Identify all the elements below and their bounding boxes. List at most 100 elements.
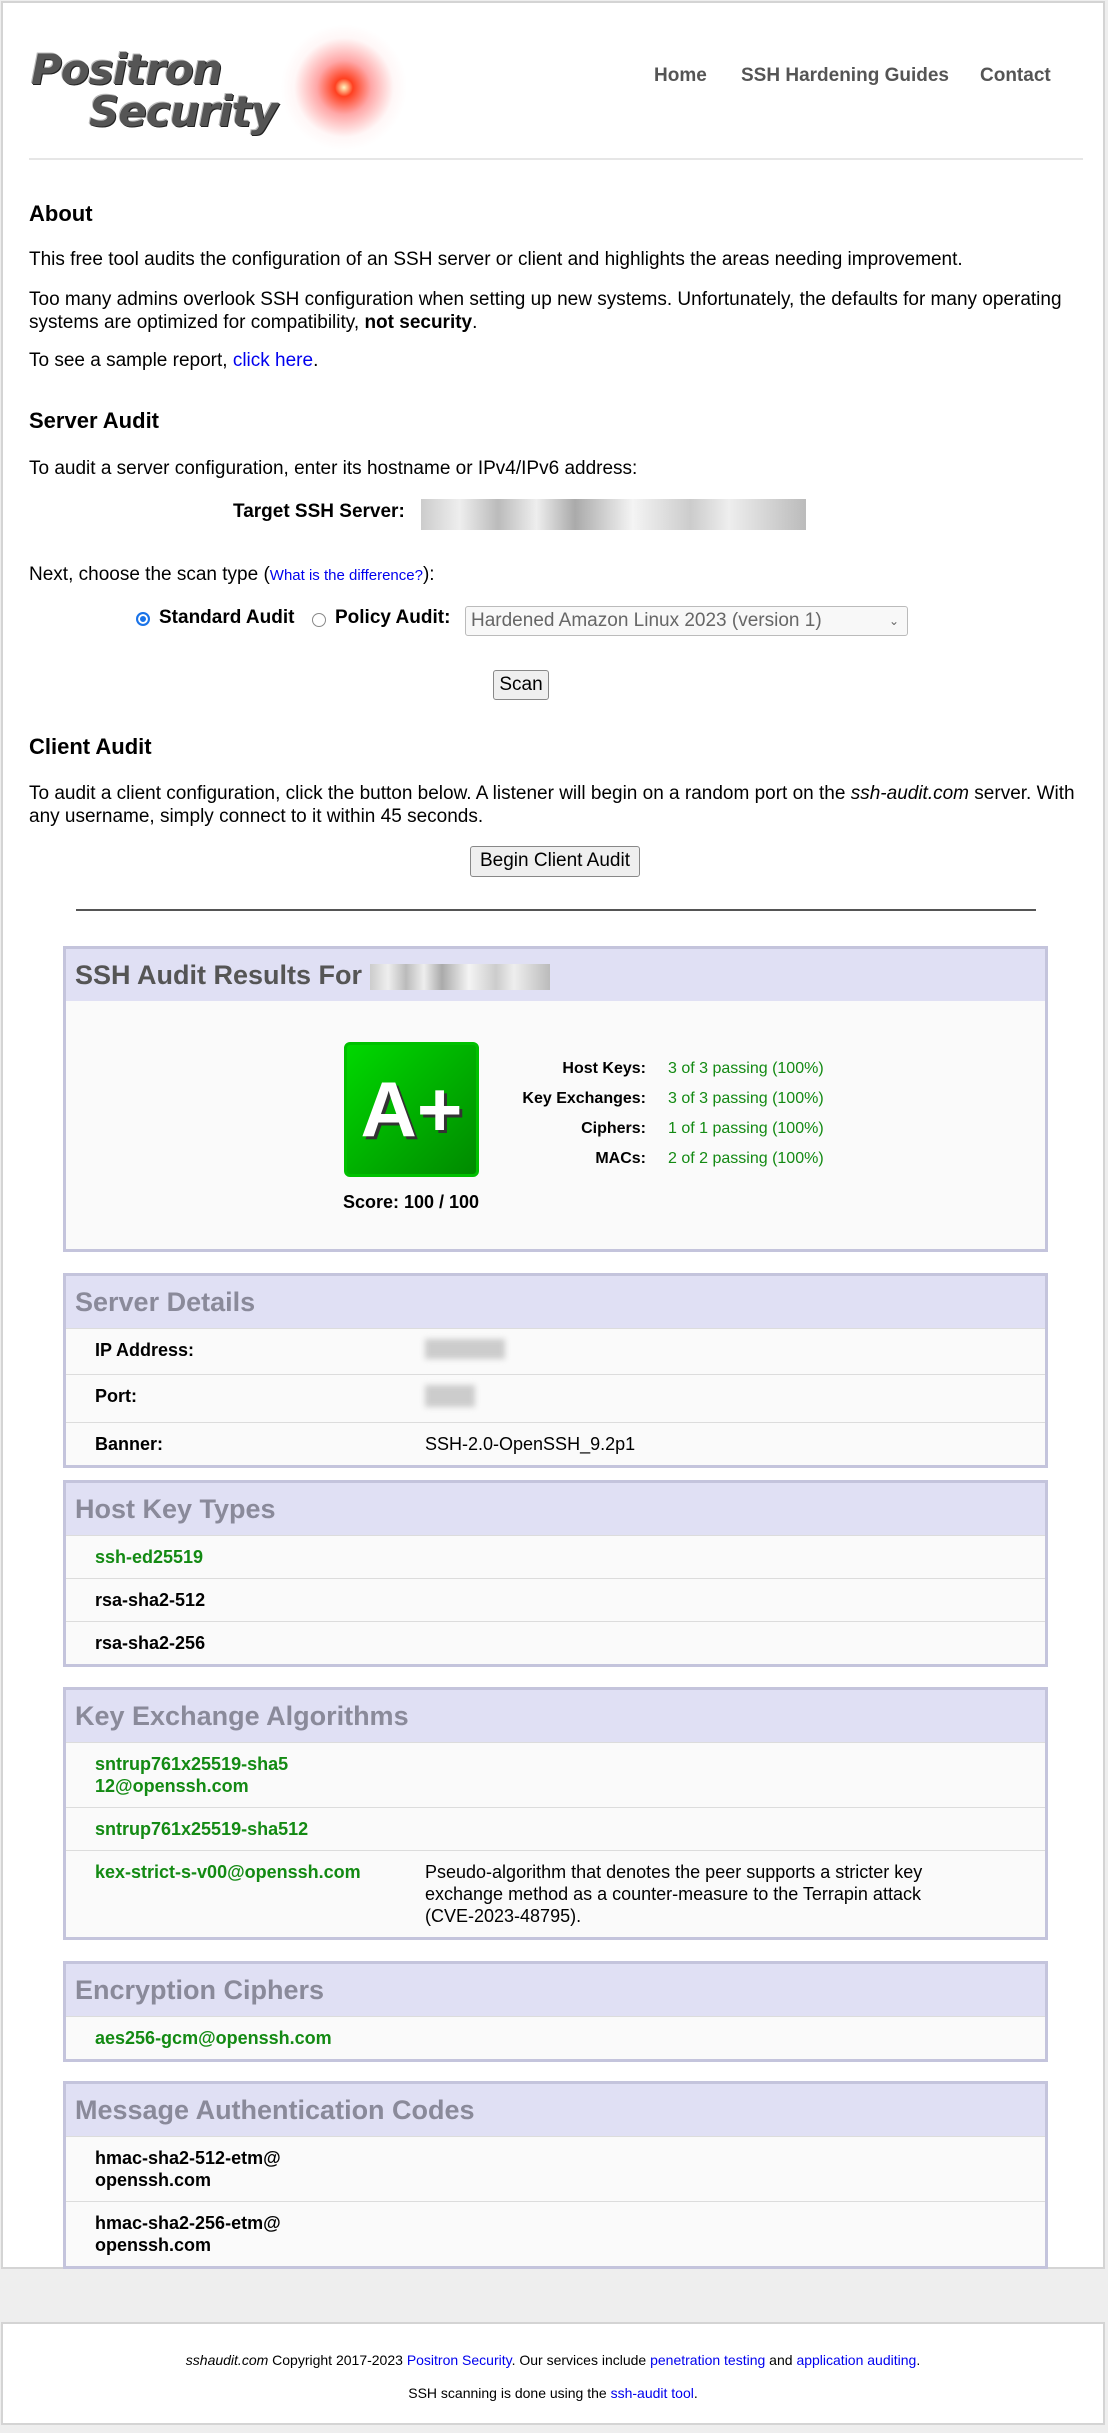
nav-contact[interactable]: Contact: [980, 65, 1051, 86]
stat-value: 3 of 3 passing (100%): [668, 1090, 824, 1107]
row-label: IP Address:: [95, 1340, 195, 1360]
results-panel: SSH Audit Results For A+ Score: 100 / 10…: [63, 946, 1048, 1252]
kex-header: Key Exchange Algorithms: [66, 1690, 1045, 1742]
table-row: rsa-sha2-256: [66, 1621, 1045, 1664]
stat-label: Host Keys:: [562, 1060, 646, 1077]
table-row: kex-strict-s-v00@openssh.com Pseudo-algor…: [66, 1850, 1045, 1937]
server-details-panel: Server Details IP Address: Port: Banner:…: [63, 1273, 1048, 1468]
about-p2: Too many admins overlook SSH configurati…: [29, 288, 1079, 334]
scan-type-label: Next, choose the scan type (: [29, 564, 270, 585]
results-title: SSH Audit Results For: [75, 960, 363, 990]
row-label: Banner:: [95, 1434, 164, 1454]
footer-line-1: sshaudit.com Copyright 2017-2023 Positro…: [3, 2352, 1103, 2368]
row-label: Port:: [95, 1386, 137, 1406]
nav-home[interactable]: Home: [654, 65, 707, 86]
footer-services: . Our services include: [511, 2352, 651, 2368]
stat-label: Key Exchanges:: [522, 1090, 646, 1107]
algorithm-name: sntrup761x25519-sha512@openssh.com: [95, 1754, 289, 1796]
chevron-down-icon: ⌄: [888, 614, 899, 628]
host-key-header: Host Key Types: [66, 1483, 1045, 1535]
penetration-testing-link[interactable]: penetration testing: [650, 2352, 766, 2368]
footer-site: sshaudit.com: [185, 2352, 269, 2368]
encryption-ciphers-panel: Encryption Ciphers aes256-gcm@openssh.co…: [63, 1961, 1048, 2062]
policy-audit-radio[interactable]: [312, 613, 326, 627]
standard-audit-label[interactable]: Standard Audit: [159, 607, 295, 628]
standard-audit-radio[interactable]: [136, 612, 150, 626]
p2-end: .: [472, 312, 478, 333]
table-row: hmac-sha2-256-etm@openssh.com: [66, 2201, 1045, 2266]
port-redacted: [425, 1385, 475, 1407]
table-row: hmac-sha2-512-etm@openssh.com: [66, 2136, 1045, 2201]
not-security: not security: [364, 312, 473, 333]
divider: [76, 909, 1036, 911]
table-row: aes256-gcm@openssh.com: [66, 2016, 1045, 2059]
mac-panel: Message Authentication Codes hmac-sha2-5…: [63, 2081, 1048, 2269]
algorithm-description: Pseudo-algorithm that denotes the peer s…: [425, 1862, 923, 1926]
grade-badge: A+: [344, 1042, 479, 1177]
table-row: Banner: SSH-2.0-OpenSSH_9.2p1: [66, 1422, 1045, 1465]
difference-link[interactable]: What is the difference?: [269, 567, 423, 584]
application-auditing-link[interactable]: application auditing: [796, 2352, 917, 2368]
flare-icon: [279, 25, 409, 150]
ip-address-redacted: [425, 1339, 505, 1359]
stat-value: 3 of 3 passing (100%): [668, 1060, 824, 1077]
main-panel: Positron Security Home SSH Hardening Gui…: [1, 1, 1105, 2269]
logo-text-2: Security: [89, 87, 278, 136]
stat-label: MACs:: [595, 1150, 646, 1167]
algorithm-name: hmac-sha2-512-etm@openssh.com: [95, 2148, 281, 2190]
mac-header: Message Authentication Codes: [66, 2084, 1045, 2136]
table-row: sntrup761x25519-sha512@openssh.com: [66, 1742, 1045, 1807]
algorithm-name: aes256-gcm@openssh.com: [95, 2028, 332, 2048]
footer-line2-text: SSH scanning is done using the: [408, 2385, 611, 2401]
footer: sshaudit.com Copyright 2017-2023 Positro…: [1, 2322, 1105, 2425]
sample-report-link[interactable]: click here: [232, 350, 314, 371]
algorithm-name: hmac-sha2-256-etm@openssh.com: [95, 2213, 281, 2255]
scan-type-text: Next, choose the scan type (What is the …: [29, 563, 1079, 587]
client-audit-heading: Client Audit: [29, 734, 152, 759]
ssh-audit-tool-link[interactable]: ssh-audit tool: [610, 2385, 694, 2401]
stat-value: 2 of 2 passing (100%): [668, 1150, 824, 1167]
table-row: ssh-ed25519: [66, 1535, 1045, 1578]
about-p2-text: Too many admins overlook SSH configurati…: [29, 289, 1062, 333]
positron-security-logo[interactable]: Positron Security: [29, 25, 419, 150]
host-key-types-panel: Host Key Types ssh-ed25519 rsa-sha2-512 …: [63, 1480, 1048, 1667]
algorithm-name: sntrup761x25519-sha512: [95, 1819, 309, 1839]
server-audit-intro: To audit a server configuration, enter i…: [29, 458, 638, 479]
client-text-domain: ssh-audit.com: [850, 783, 970, 804]
positron-security-link[interactable]: Positron Security: [406, 2352, 512, 2368]
footer-end: .: [916, 2352, 921, 2368]
algorithm-name: rsa-sha2-256: [95, 1633, 206, 1653]
footer-end2: .: [693, 2385, 698, 2401]
about-p1: This free tool audits the configuration …: [29, 249, 963, 270]
table-row: sntrup761x25519-sha512: [66, 1807, 1045, 1850]
begin-client-audit-button[interactable]: Begin Client Audit: [470, 846, 640, 877]
table-row: IP Address:: [66, 1328, 1045, 1374]
nav-ssh-hardening-guides[interactable]: SSH Hardening Guides: [741, 65, 949, 86]
server-details-header: Server Details: [66, 1276, 1045, 1328]
target-server-input[interactable]: [421, 499, 806, 530]
client-text-2: server. With any username, simply connec…: [29, 783, 1075, 827]
stat-value: 1 of 1 passing (100%): [668, 1120, 824, 1137]
redacted-host: [369, 963, 550, 990]
server-audit-heading: Server Audit: [29, 408, 160, 433]
table-row: Port:: [66, 1374, 1045, 1422]
results-header: SSH Audit Results For: [66, 949, 1045, 1001]
table-row: rsa-sha2-512: [66, 1578, 1045, 1621]
scan-type-end: ):: [422, 564, 435, 585]
score: Score: 100 / 100: [342, 1192, 480, 1212]
footer-and: and: [765, 2352, 797, 2368]
p3-end: .: [313, 350, 319, 371]
scan-button[interactable]: Scan: [493, 670, 549, 700]
algorithm-name: kex-strict-s-v00@openssh.com: [95, 1862, 361, 1882]
policy-audit-label[interactable]: Policy Audit:: [335, 607, 451, 628]
key-exchange-panel: Key Exchange Algorithms sntrup761x25519-…: [63, 1687, 1048, 1940]
policy-select-value: Hardened Amazon Linux 2023 (version 1): [471, 610, 822, 631]
algorithm-name: rsa-sha2-512: [95, 1590, 206, 1610]
footer-copyright: Copyright 2017-2023: [268, 2352, 407, 2368]
about-heading: About: [29, 201, 93, 226]
client-audit-text: To audit a client configuration, click t…: [29, 782, 1079, 828]
client-text-1: To audit a client configuration, click t…: [29, 783, 851, 804]
policy-select[interactable]: Hardened Amazon Linux 2023 (version 1) ⌄: [465, 606, 908, 636]
p3-text: To see a sample report,: [29, 350, 233, 371]
target-label: Target SSH Server:: [233, 501, 405, 522]
